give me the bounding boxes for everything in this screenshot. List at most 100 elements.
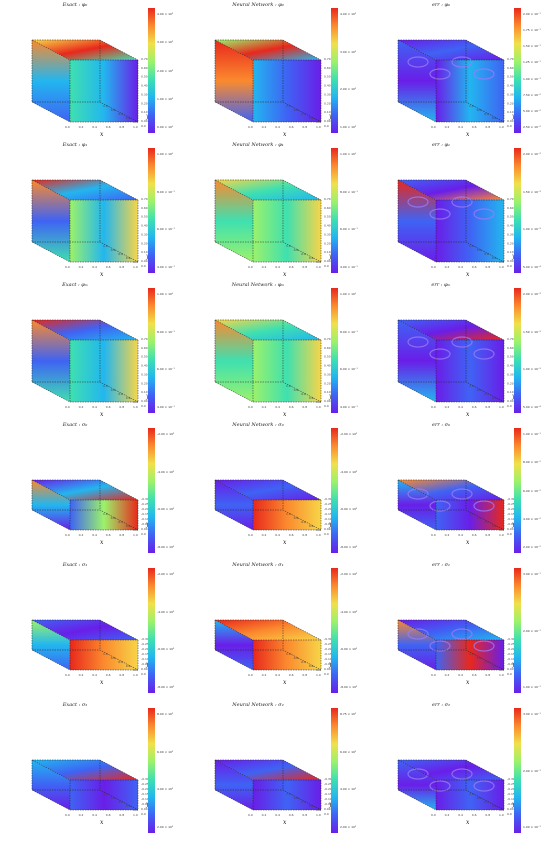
y-tick-label: 0.4 — [309, 804, 314, 808]
z-tick-label: -0.15 — [141, 792, 149, 796]
z-tick-label: -0.25 — [507, 642, 515, 646]
cube-front-face — [253, 780, 321, 810]
y-tick-label: 0.4 — [126, 116, 131, 120]
chart-title: Exact : σ₀ — [62, 422, 88, 428]
z-tick-label: 0.50 — [507, 75, 514, 79]
z-tick-label: 0.40 — [141, 84, 148, 88]
x-axis-label: x — [100, 539, 104, 546]
y-tick-label: 0.8 — [111, 516, 116, 520]
y-tick-label: 0.6 — [301, 800, 306, 804]
cube-wireframe — [214, 759, 322, 811]
colorbar-tick-label: 1.00 × 10² — [157, 96, 174, 101]
y-tick-label: 0.6 — [301, 392, 306, 396]
y-tick-label: 0.8 — [477, 656, 482, 660]
x-tick-label: 0.4 — [458, 265, 463, 269]
z-tick-label: -0.20 — [324, 647, 332, 651]
y-tick-label: 0.8 — [294, 796, 299, 800]
cube-front-face — [70, 340, 138, 402]
chart-title: err : φₘ — [431, 282, 451, 288]
x-tick-label: 0.0 — [248, 125, 253, 129]
x-tick-label: 0.0 — [431, 125, 436, 129]
z-tick-label: 0.20 — [324, 101, 331, 105]
z-tick-label: 0.40 — [507, 224, 514, 228]
colorbar-tick-label: 8.00 × 10² — [157, 712, 174, 716]
chart-panel: Exact : σ₀ 0.0 0.2 0.4 0.6 0.8 1.0 x 0.0 0.2 0.4 0.… — [0, 420, 183, 560]
z-tick-label: -0.15 — [141, 512, 149, 516]
chart-title: Exact : φ₁ — [62, 142, 88, 148]
x-tick-label: 0.0 — [248, 533, 253, 537]
colorbar — [514, 708, 521, 833]
x-tick-label: 0.0 — [248, 813, 253, 817]
x-axis-label: x — [283, 131, 287, 138]
chart-title: Exact : φ₀ — [62, 2, 88, 8]
colorbar-tick-label: 8.00 × 10⁻² — [523, 460, 541, 465]
z-tick-label: 0.20 — [324, 241, 331, 245]
colorbar-tick-label: 1.25 × 10⁻¹ — [523, 60, 541, 65]
z-tick-label: 0.00 — [324, 259, 331, 263]
y-tick-label: 0.6 — [301, 252, 306, 256]
z-tick-label: -0.10 — [507, 517, 515, 521]
cube-side-face — [215, 480, 253, 530]
z-tick-label: -0.30 — [507, 777, 515, 781]
y-tick-label: 0.4 — [492, 524, 497, 528]
x-tick-label: 0.8 — [302, 673, 307, 677]
cube-plot: 0.00.20.40.60.81.0x0.00.20.40.60.81.0y0.… — [31, 179, 150, 278]
chart-panel: err : φ₁ 0.0 0.2 0.4 0.6 0.8 1.0 x 0.0 0.2 0.4 0.6 0… — [366, 140, 549, 280]
z-tick-label: 0.70 — [141, 57, 148, 61]
colorbar — [331, 708, 338, 833]
colorbar-tick-label: -8.00 × 10² — [340, 545, 358, 549]
y-tick-label: 0.8 — [111, 796, 116, 800]
x-tick-label: 0.8 — [119, 813, 124, 817]
y-tick-label: 0.2 — [499, 528, 504, 532]
y-tick-label: 0.4 — [309, 524, 314, 528]
colorbar-tick-label: 3.00 × 10⁻¹ — [523, 572, 541, 576]
x-tick-label: 0.0 — [65, 265, 70, 269]
y-axis-label: y — [511, 801, 516, 808]
y-tick-label: 0.4 — [492, 804, 497, 808]
z-tick-label: -0.25 — [141, 502, 149, 506]
x-tick-label: 0.6 — [472, 125, 477, 129]
z-tick-label: 0.20 — [507, 381, 514, 385]
z-tick-label: -0.20 — [507, 787, 515, 791]
z-tick-label: -0.15 — [507, 512, 515, 516]
y-tick-label: 0.8 — [477, 248, 482, 252]
x-tick-label: 0.8 — [302, 813, 307, 817]
x-axis-label: x — [466, 539, 470, 546]
z-tick-label: 0.20 — [141, 101, 148, 105]
z-tick-label: 0.30 — [324, 232, 331, 236]
colorbar-tick-label: 2.00 × 10⁻² — [523, 545, 541, 549]
x-tick-label: 0.2 — [262, 125, 267, 129]
cube-top-face — [215, 320, 321, 340]
x-tick-label: 1.0 — [133, 673, 138, 677]
x-tick-label: 0.0 — [431, 673, 436, 677]
chart-title: Neural Network : σ₀ — [232, 422, 284, 428]
x-tick-label: 0.4 — [275, 125, 280, 129]
z-tick-label: -0.25 — [324, 642, 332, 646]
z-tick-label: 0.60 — [324, 346, 331, 350]
x-tick-label: 0.8 — [119, 125, 124, 129]
z-tick-label: 0.40 — [324, 84, 331, 88]
z-tick-label: 0.10 — [507, 250, 514, 254]
z-tick-label: 0.00 — [507, 527, 514, 531]
z-tick-label: -0.05 — [507, 522, 515, 526]
colorbar — [331, 8, 338, 133]
y-tick-label: 0.0 — [507, 264, 512, 268]
y-axis-label: y — [328, 661, 333, 668]
x-tick-label: 0.2 — [262, 265, 267, 269]
x-tick-label: 1.0 — [499, 813, 504, 817]
z-tick-label: -0.10 — [507, 657, 515, 661]
chart-title: Neural Network : φₘ — [231, 282, 285, 288]
y-tick-label: 0.2 — [133, 808, 138, 812]
y-tick-label: 0.8 — [111, 108, 116, 112]
chart-panel: err : φₘ 0.0 0.2 0.4 0.6 0.8 1.0 x 0.0 0.2 0.4 0.6 0… — [366, 280, 549, 420]
cube-wireframe — [31, 619, 139, 671]
x-axis-label: x — [283, 819, 287, 826]
z-tick-label: 0.50 — [324, 75, 331, 79]
x-tick-label: 0.6 — [472, 813, 477, 817]
z-tick-label: -0.15 — [507, 792, 515, 796]
y-tick-label: 0.8 — [477, 108, 482, 112]
y-tick-label: 0.6 — [118, 112, 123, 116]
x-tick-label: 0.4 — [275, 533, 280, 537]
colorbar-tick-label: 1.00 × 10⁻¹ — [523, 76, 541, 81]
cube-front-face — [253, 200, 321, 262]
